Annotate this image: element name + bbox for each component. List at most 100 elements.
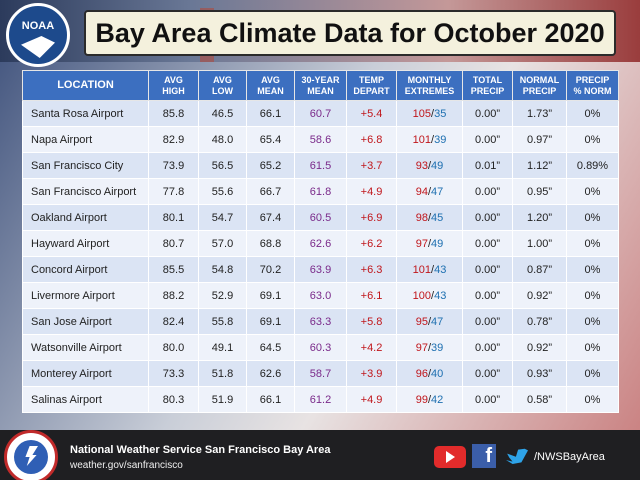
cell-avg-low: 51.8 (198, 360, 247, 387)
header-precip-pct-norm: PRECIP% NORM (566, 70, 619, 101)
cell-temp-depart: +6.1 (346, 282, 397, 309)
extreme-high-value: 96 (415, 367, 428, 380)
extreme-high-value: 105 (412, 107, 432, 120)
cell-location: Livermore Airport (22, 282, 149, 309)
header-total-precip: TOTAL PRECIP (462, 70, 513, 101)
table-row: Livermore Airport 88.2 52.9 69.1 63.0 +6.1 100… (22, 282, 619, 309)
cell-precip-pct-norm: 0.89% (566, 152, 619, 179)
cell-avg-high: 88.2 (148, 282, 199, 309)
cell-avg-low: 56.5 (198, 152, 247, 179)
cell-temp-depart: +6.8 (346, 126, 397, 153)
cell-avg-high: 73.9 (148, 152, 199, 179)
climate-table-container: LOCATION AVG HIGH AVG LOW AVG MEAN 30-YEAR M… (22, 70, 619, 413)
extreme-low-value: 40 (431, 367, 444, 380)
header-30yr-mean: 30-YEAR MEAN (294, 70, 347, 101)
cell-avg-high: 85.8 (148, 100, 199, 127)
cell-total-precip: 0.01” (462, 152, 513, 179)
extreme-high-value: 93 (415, 159, 428, 172)
extreme-separator: / (431, 289, 435, 302)
cell-temp-depart: +6.9 (346, 204, 397, 231)
cell-avg-low: 54.8 (198, 256, 247, 283)
cell-avg-mean: 66.1 (246, 386, 295, 413)
table-body: Santa Rosa Airport 85.8 46.5 66.1 60.7 +5.4 10… (22, 100, 619, 413)
cell-avg-high: 85.5 (148, 256, 199, 283)
cell-avg-low: 57.0 (198, 230, 247, 257)
youtube-icon[interactable] (434, 446, 466, 468)
lightning-icon (14, 440, 48, 474)
cell-avg-mean: 67.4 (246, 204, 295, 231)
social-handle[interactable]: /NWSBayArea (534, 451, 605, 463)
header-monthly-extremes: MONTHLY EXTREMES (396, 70, 463, 101)
cell-30yr-mean: 61.8 (294, 178, 347, 205)
cell-precip-pct-norm: 0% (566, 100, 619, 127)
footer-org-name: National Weather Service San Francisco B… (70, 444, 331, 456)
extreme-low-value: 39 (431, 341, 444, 354)
table-row: San Jose Airport 82.4 55.8 69.1 63.3 +5.8 95/4… (22, 308, 619, 335)
cell-precip-pct-norm: 0% (566, 204, 619, 231)
cell-avg-mean: 70.2 (246, 256, 295, 283)
cell-monthly-extremes: 101/39 (396, 126, 463, 153)
cell-monthly-extremes: 105/35 (396, 100, 463, 127)
header-avg-high: AVG HIGH (148, 70, 199, 101)
cell-30yr-mean: 60.5 (294, 204, 347, 231)
cell-30yr-mean: 61.2 (294, 386, 347, 413)
twitter-icon[interactable] (504, 446, 530, 466)
cell-normal-precip: 1.12” (512, 152, 567, 179)
cell-30yr-mean: 60.3 (294, 334, 347, 361)
cell-avg-low: 49.1 (198, 334, 247, 361)
extreme-high-value: 101 (412, 133, 432, 146)
footer-bar (0, 430, 640, 480)
cell-location: Watsonville Airport (22, 334, 149, 361)
cell-total-precip: 0.00” (462, 282, 513, 309)
header-location: LOCATION (22, 70, 149, 101)
cell-temp-depart: +5.4 (346, 100, 397, 127)
cell-monthly-extremes: 95/47 (396, 308, 463, 335)
cell-temp-depart: +3.9 (346, 360, 397, 387)
footer-url[interactable]: weather.gov/sanfrancisco (70, 460, 183, 471)
noaa-bird-icon (21, 36, 55, 58)
cell-avg-low: 51.9 (198, 386, 247, 413)
cell-avg-mean: 62.6 (246, 360, 295, 387)
noaa-logo: NOAA (6, 3, 70, 67)
cell-avg-mean: 66.7 (246, 178, 295, 205)
cell-avg-high: 82.4 (148, 308, 199, 335)
extreme-separator: / (427, 315, 432, 328)
cell-avg-low: 46.5 (198, 100, 247, 127)
extreme-high-value: 97 (415, 341, 428, 354)
cell-normal-precip: 0.95” (512, 178, 567, 205)
extreme-separator: / (431, 107, 435, 120)
extreme-high-value: 98 (415, 211, 428, 224)
table-row: Oakland Airport 80.1 54.7 67.4 60.5 +6.9 98/45… (22, 204, 619, 231)
cell-monthly-extremes: 98/45 (396, 204, 463, 231)
cell-precip-pct-norm: 0% (566, 126, 619, 153)
cell-avg-mean: 69.1 (246, 282, 295, 309)
cell-location: Oakland Airport (22, 204, 149, 231)
table-row: Watsonville Airport 80.0 49.1 64.5 60.3 +4.2 9… (22, 334, 619, 361)
cell-30yr-mean: 58.6 (294, 126, 347, 153)
cell-temp-depart: +4.9 (346, 386, 397, 413)
cell-total-precip: 0.00” (462, 386, 513, 413)
extreme-separator: / (427, 211, 432, 224)
cell-30yr-mean: 61.5 (294, 152, 347, 179)
extreme-high-value: 100 (412, 289, 432, 302)
cell-monthly-extremes: 101/43 (396, 256, 463, 283)
extreme-separator: / (431, 263, 435, 276)
cell-temp-depart: +4.2 (346, 334, 397, 361)
extreme-separator: / (427, 159, 432, 172)
cell-normal-precip: 0.78” (512, 308, 567, 335)
cell-avg-high: 80.7 (148, 230, 199, 257)
extreme-separator: / (427, 393, 432, 406)
extreme-separator: / (427, 367, 432, 380)
cell-avg-high: 77.8 (148, 178, 199, 205)
cell-location: San Jose Airport (22, 308, 149, 335)
cell-monthly-extremes: 99/42 (396, 386, 463, 413)
cell-30yr-mean: 63.9 (294, 256, 347, 283)
facebook-icon[interactable]: f (472, 444, 496, 468)
cell-precip-pct-norm: 0% (566, 282, 619, 309)
extreme-separator: / (427, 185, 432, 198)
cell-avg-mean: 69.1 (246, 308, 295, 335)
cell-monthly-extremes: 93/49 (396, 152, 463, 179)
table-row: Santa Rosa Airport 85.8 46.5 66.1 60.7 +5.4 10… (22, 100, 619, 127)
cell-avg-low: 48.0 (198, 126, 247, 153)
cell-temp-depart: +6.2 (346, 230, 397, 257)
